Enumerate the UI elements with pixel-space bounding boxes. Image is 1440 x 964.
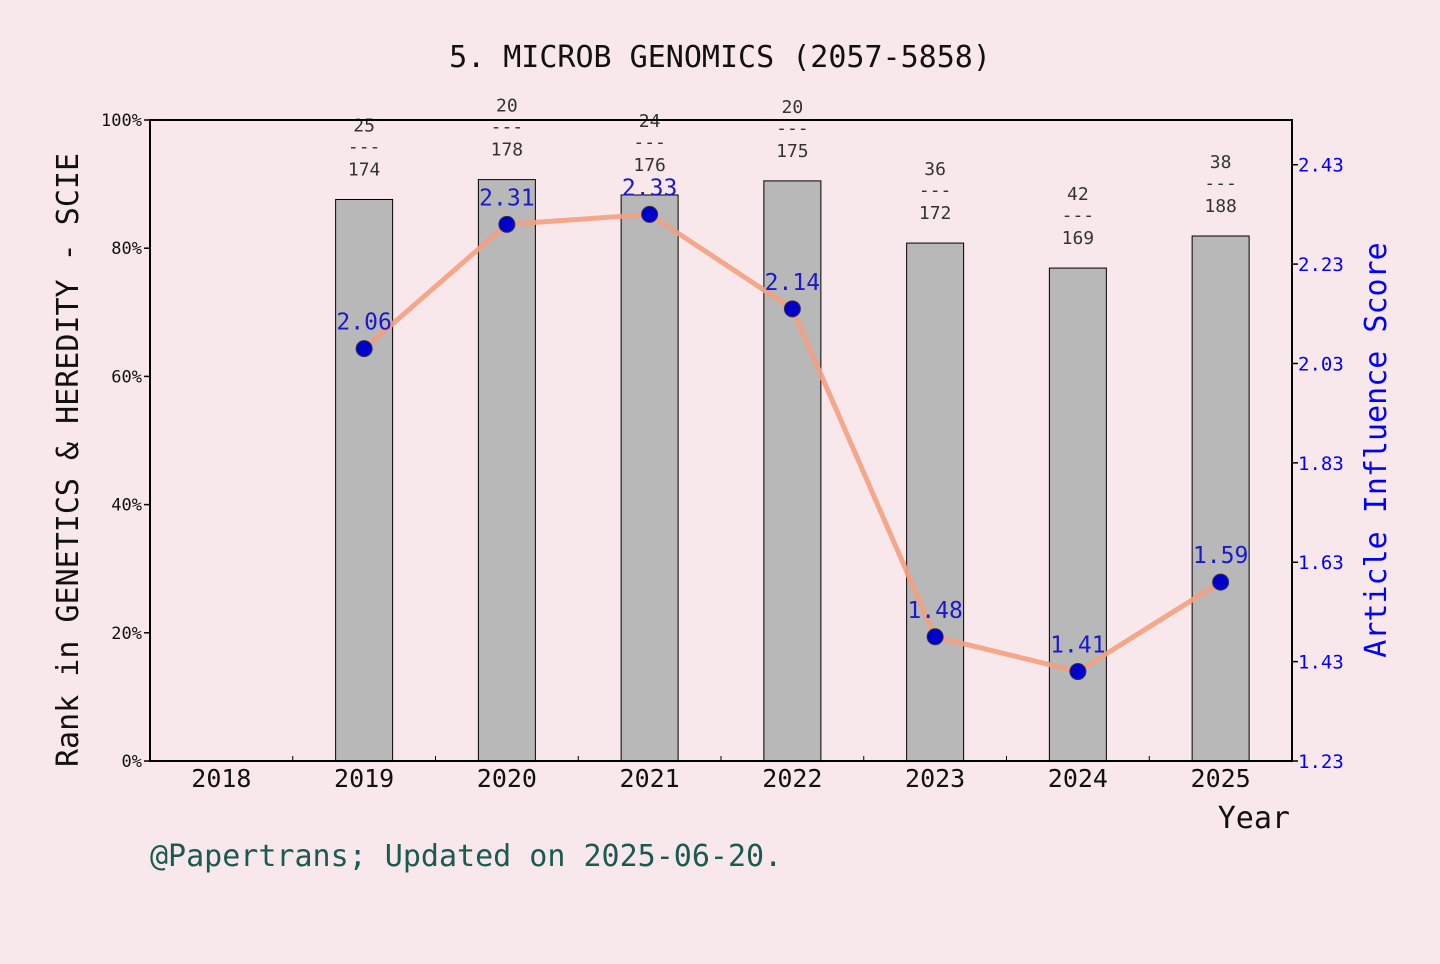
bar-rank-label: 36 bbox=[924, 159, 946, 180]
bar-rank-separator: --- bbox=[1204, 173, 1237, 194]
chart-title: 5. MICROB GENOMICS (2057-5858) bbox=[449, 40, 991, 75]
point-marker-2024 bbox=[1069, 663, 1087, 681]
bar-2020 bbox=[477, 179, 536, 762]
bar-rank-separator: --- bbox=[776, 118, 809, 139]
point-marker-2023 bbox=[926, 628, 944, 646]
left-tick-label: 0% bbox=[122, 752, 142, 772]
y-axis-right-label: Article Influence Score bbox=[1359, 242, 1394, 657]
bar-rank-label: 25 bbox=[353, 115, 375, 136]
point-value-label: 2.06 bbox=[336, 310, 391, 336]
footer-note: @Papertrans; Updated on 2025-06-20. bbox=[150, 839, 782, 874]
x-tick-label: 2023 bbox=[905, 764, 965, 793]
x-tick-label: 2019 bbox=[334, 764, 394, 793]
point-value-label: 2.33 bbox=[622, 175, 677, 201]
bar-rank-label: 20 bbox=[496, 96, 518, 117]
x-tick-label: 2024 bbox=[1048, 764, 1108, 793]
plot-frame bbox=[149, 119, 1293, 762]
point-marker-2020 bbox=[498, 215, 516, 233]
left-tick-label: 60% bbox=[111, 367, 142, 387]
bar-2019 bbox=[335, 198, 394, 762]
bar-total-label: 175 bbox=[776, 141, 809, 162]
bar-total-label: 174 bbox=[348, 159, 381, 180]
x-tick-label: 2025 bbox=[1191, 764, 1251, 793]
bar-rank-separator: --- bbox=[633, 132, 666, 153]
point-marker-2019 bbox=[355, 340, 373, 358]
right-tick-label: 2.23 bbox=[1298, 254, 1344, 276]
point-value-label: 1.59 bbox=[1193, 543, 1248, 569]
x-tick-label: 2018 bbox=[191, 764, 251, 793]
bar-total-label: 188 bbox=[1204, 196, 1237, 217]
bar-rank-separator: --- bbox=[1062, 205, 1095, 226]
x-tick-label: 2021 bbox=[620, 764, 680, 793]
bar-rank-label: 42 bbox=[1067, 184, 1089, 205]
point-labels-layer: 2.06 2.31 2.33 2.14 1.48 1.41 1.59 bbox=[336, 175, 1248, 658]
markers-layer bbox=[355, 205, 1230, 681]
bar-labels-layer: 25---17420---17824---17620---17536---172… bbox=[348, 96, 1237, 249]
right-tick-label: 1.83 bbox=[1298, 453, 1344, 475]
bar-rank-label: 24 bbox=[639, 111, 661, 132]
point-marker-2022 bbox=[783, 300, 801, 318]
bar-total-label: 169 bbox=[1062, 228, 1095, 249]
point-marker-2025 bbox=[1212, 573, 1230, 591]
bar-rank-label: 38 bbox=[1210, 152, 1232, 173]
point-value-label: 2.31 bbox=[479, 185, 534, 211]
bar-2022 bbox=[763, 180, 822, 762]
left-axis: 0% 20% 40% 60% 80% 100% bbox=[101, 111, 150, 772]
point-value-label: 1.48 bbox=[907, 598, 962, 624]
right-tick-label: 2.43 bbox=[1298, 155, 1344, 177]
bar-rank-separator: --- bbox=[919, 180, 952, 201]
bar-total-label: 176 bbox=[633, 155, 666, 176]
bar-rank-separator: --- bbox=[491, 117, 524, 138]
bar-total-label: 178 bbox=[491, 140, 524, 161]
left-tick-label: 80% bbox=[111, 239, 142, 259]
right-tick-label: 1.43 bbox=[1298, 652, 1344, 674]
left-tick-label: 20% bbox=[111, 624, 142, 644]
bar-rank-separator: --- bbox=[348, 136, 381, 157]
x-tick-label: 2020 bbox=[477, 764, 537, 793]
right-axis: 1.23 1.43 1.63 1.83 2.03 2.23 2.43 bbox=[1292, 155, 1344, 773]
right-tick-label: 1.23 bbox=[1298, 751, 1344, 773]
right-tick-label: 1.63 bbox=[1298, 552, 1344, 574]
point-value-label: 1.41 bbox=[1050, 633, 1105, 659]
bar-2025 bbox=[1191, 235, 1250, 762]
bars-layer bbox=[335, 179, 1250, 762]
right-tick-label: 2.03 bbox=[1298, 353, 1344, 375]
y-axis-left-label: Rank in GENETICS & HEREDITY - SCIE bbox=[51, 153, 86, 767]
left-tick-label: 40% bbox=[111, 496, 142, 516]
bar-total-label: 172 bbox=[919, 203, 952, 224]
x-axis-label: Year bbox=[1218, 801, 1290, 836]
x-tick-label: 2022 bbox=[762, 764, 822, 793]
bar-2021 bbox=[620, 194, 679, 762]
point-value-label: 2.14 bbox=[765, 270, 820, 296]
left-tick-label: 100% bbox=[101, 111, 142, 131]
x-axis: 2018 2019 2020 2021 2022 2023 2024 2025 bbox=[149, 756, 1293, 793]
point-marker-2021 bbox=[641, 205, 659, 223]
bar-rank-label: 20 bbox=[782, 97, 804, 118]
bar-2023 bbox=[906, 242, 965, 762]
bar-2024 bbox=[1048, 267, 1107, 762]
